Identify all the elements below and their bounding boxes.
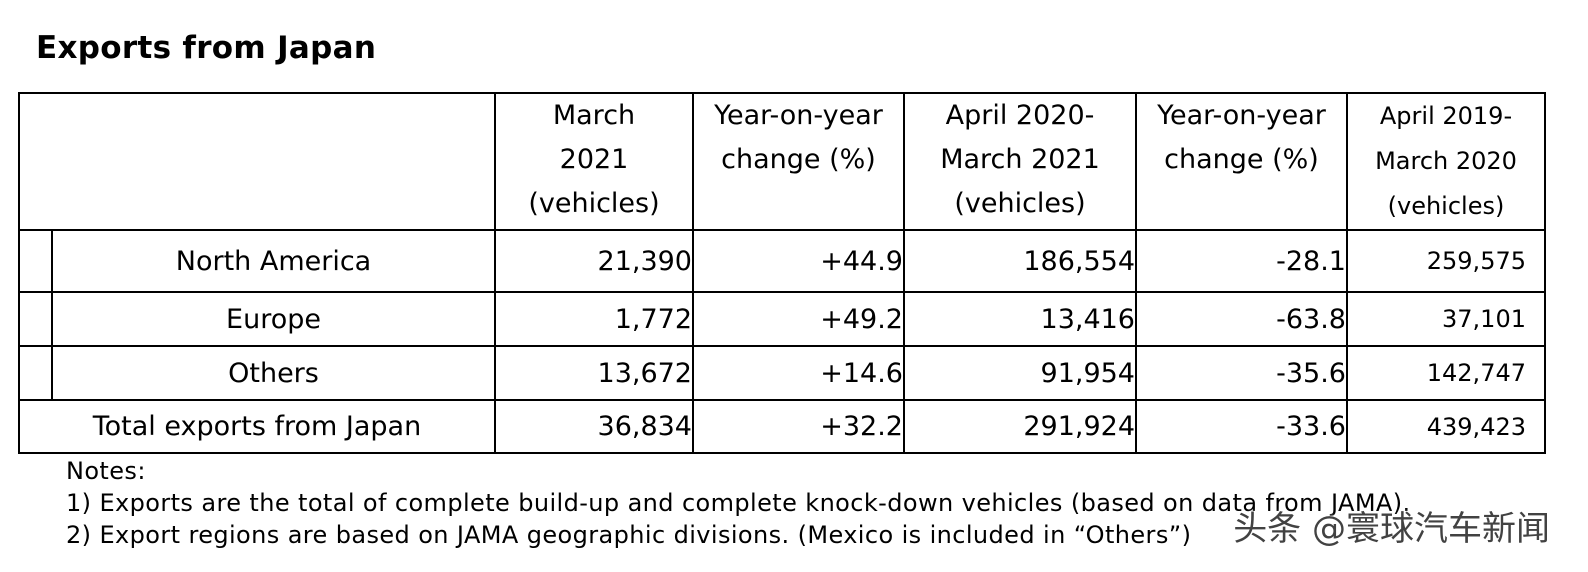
cell-value: 142,747 <box>1346 345 1546 401</box>
table-row: Others 13,672 +14.6 91,954 -35.6 142,747 <box>18 345 1546 401</box>
row-label: Others <box>51 345 496 401</box>
total-value: 291,924 <box>903 399 1137 454</box>
header-row: March 2021 (vehicles) Year-on-year chang… <box>18 92 1546 231</box>
watermark: 头条 @寰球汽车新闻 <box>1233 509 1550 549</box>
note-item: 1) Exports are the total of complete bui… <box>66 489 1411 517</box>
exports-table: March 2021 (vehicles) Year-on-year chang… <box>18 92 1546 454</box>
cell-value: 1,772 <box>494 291 694 347</box>
cell-value: -35.6 <box>1135 345 1348 401</box>
page-title: Exports from Japan <box>36 30 377 66</box>
header-march-2021: March 2021 (vehicles) <box>494 92 694 231</box>
cell-value: -63.8 <box>1135 291 1348 347</box>
indent-cell <box>18 229 53 293</box>
header-yoy-change-fy: Year-on-year change (%) <box>1135 92 1348 231</box>
row-label: Europe <box>51 291 496 347</box>
table-row: Europe 1,772 +49.2 13,416 -63.8 37,101 <box>18 291 1546 347</box>
total-label: Total exports from Japan <box>18 399 496 454</box>
total-value: -33.6 <box>1135 399 1348 454</box>
header-fy2020: April 2020- March 2021 (vehicles) <box>903 92 1137 231</box>
header-corner-cell <box>18 92 496 231</box>
indent-cell <box>18 292 53 347</box>
total-row: Total exports from Japan 36,834 +32.2 29… <box>18 399 1546 454</box>
notes-section: Notes: 1) Exports are the total of compl… <box>66 455 1411 551</box>
cell-value: +44.9 <box>692 229 905 293</box>
row-label: North America <box>51 229 496 293</box>
total-value: 439,423 <box>1346 399 1546 454</box>
indent-cell <box>18 346 53 401</box>
cell-value: 259,575 <box>1346 229 1546 293</box>
cell-value: +14.6 <box>692 345 905 401</box>
cell-value: 13,416 <box>903 291 1137 347</box>
cell-value: 13,672 <box>494 345 694 401</box>
cell-value: -28.1 <box>1135 229 1348 293</box>
header-yoy-change-month: Year-on-year change (%) <box>692 92 905 231</box>
table-row: North America 21,390 +44.9 186,554 -28.1… <box>18 229 1546 293</box>
cell-value: 186,554 <box>903 229 1137 293</box>
cell-value: 37,101 <box>1346 291 1546 347</box>
cell-value: +49.2 <box>692 291 905 347</box>
notes-heading: Notes: <box>66 457 146 485</box>
header-fy2019: April 2019- March 2020 (vehicles) <box>1346 92 1546 231</box>
cell-value: 91,954 <box>903 345 1137 401</box>
total-value: +32.2 <box>692 399 905 454</box>
cell-value: 21,390 <box>494 229 694 293</box>
note-item: 2) Export regions are based on JAMA geog… <box>66 521 1192 549</box>
total-value: 36,834 <box>494 399 694 454</box>
